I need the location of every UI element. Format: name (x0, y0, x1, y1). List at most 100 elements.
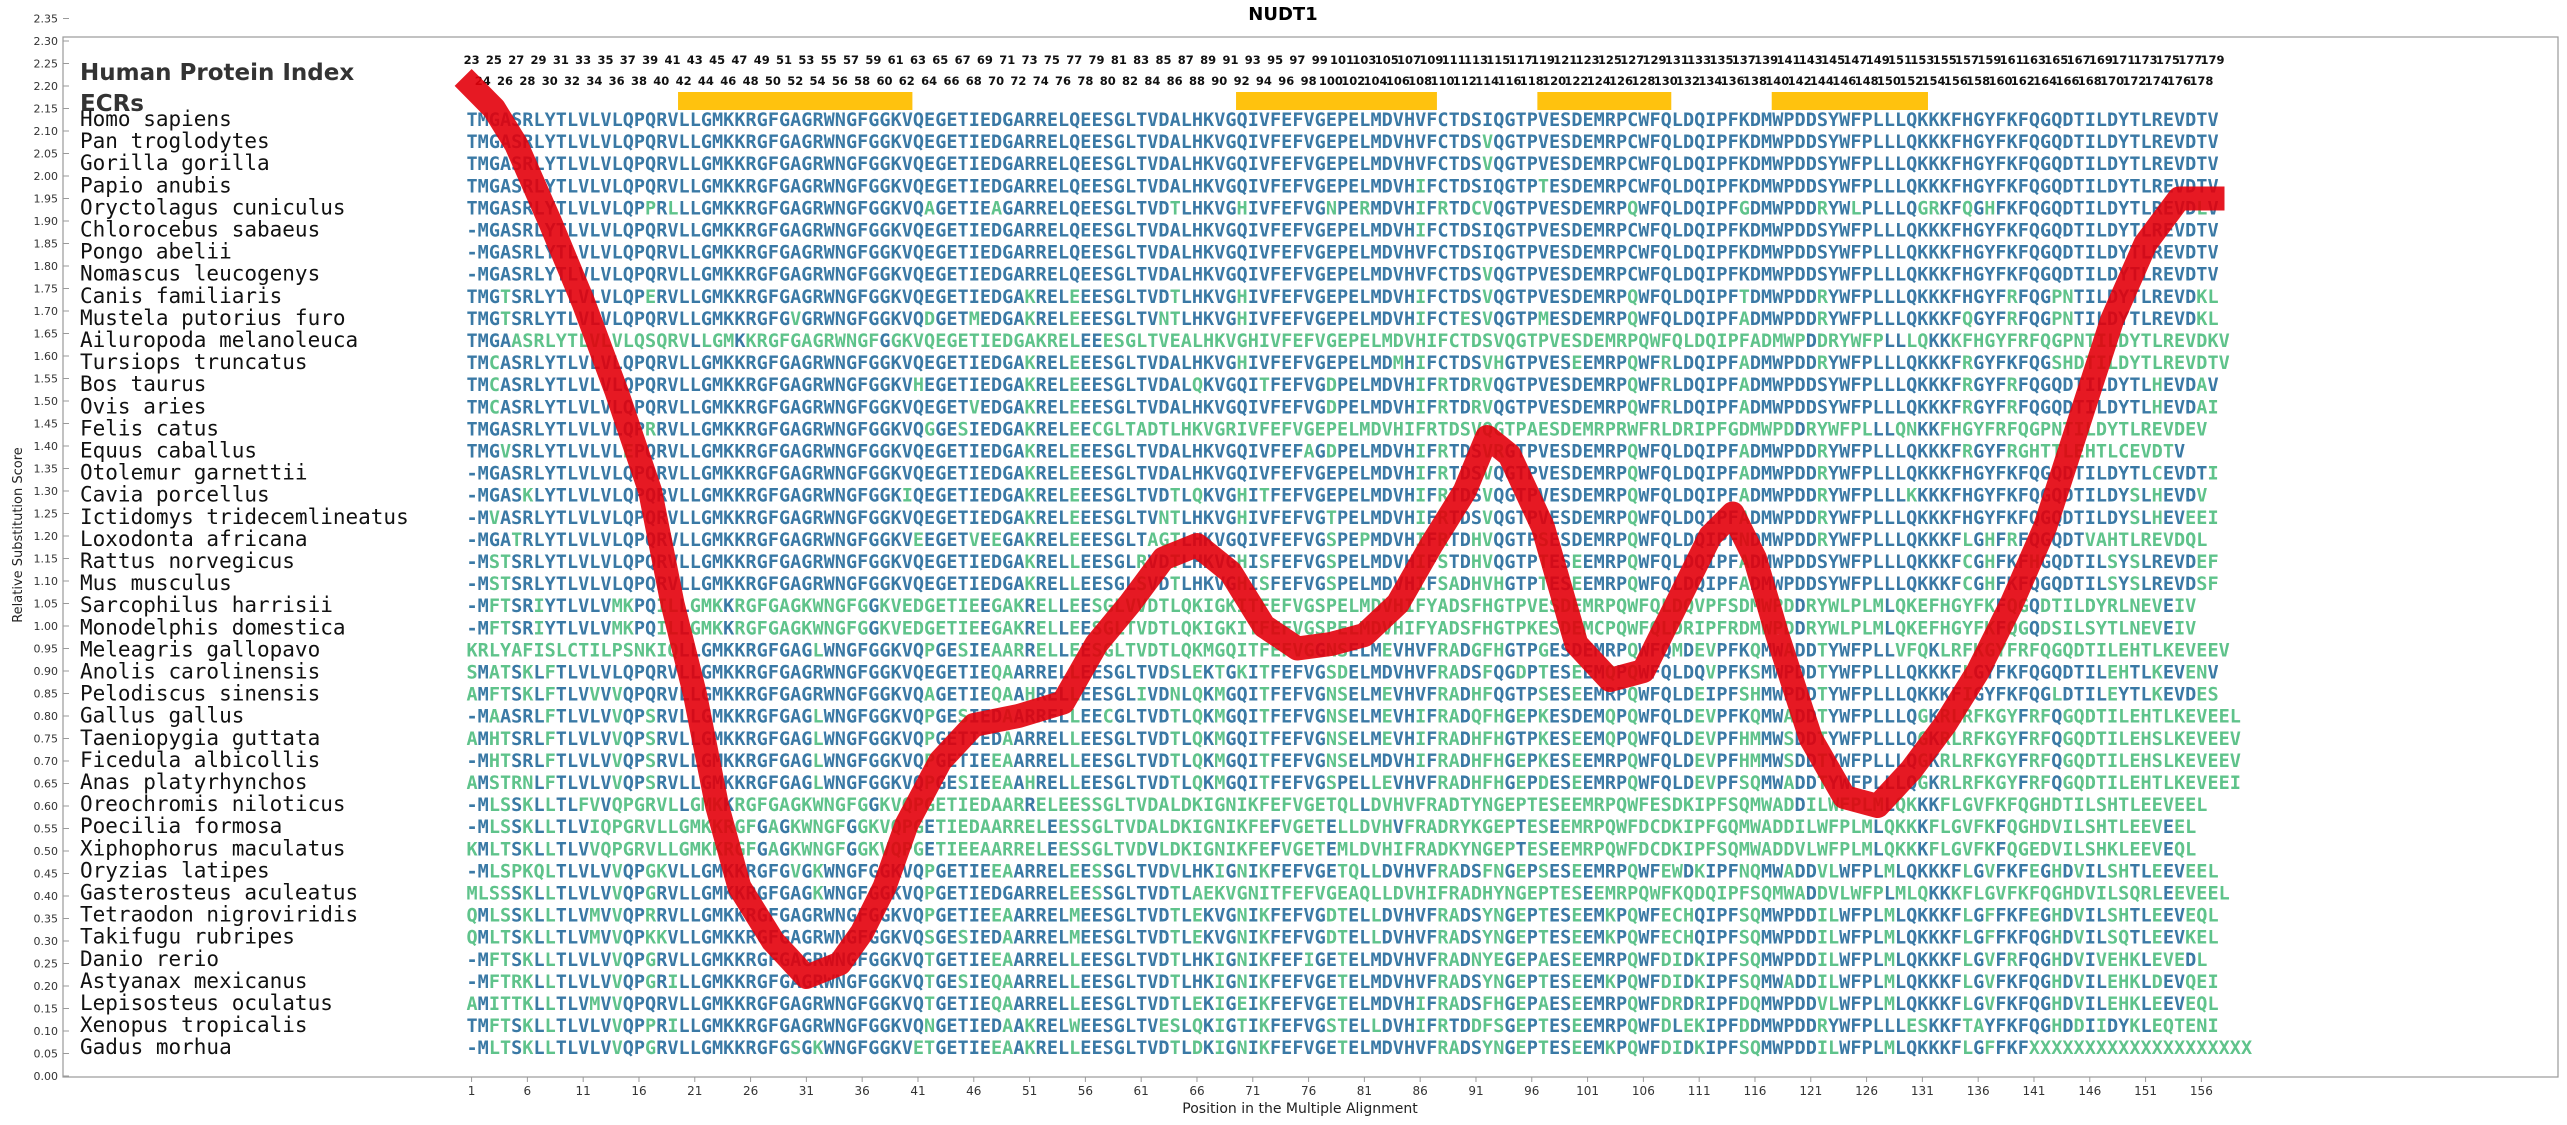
residue: L (1359, 729, 1370, 750)
residue: E (1091, 198, 1102, 219)
residue: W (824, 176, 836, 197)
residue: E (1047, 751, 1058, 772)
residue: R (812, 176, 824, 197)
residue: M (1761, 154, 1772, 175)
residue: I (969, 552, 980, 573)
residue: K (2007, 176, 2019, 197)
residue: L (1672, 198, 1683, 219)
human-index-number: 133 (1687, 53, 1711, 67)
human-index-number: 86 (1167, 74, 1183, 88)
residue: Q (1661, 486, 1672, 507)
residue: G (1225, 486, 1236, 507)
residue: G (757, 707, 768, 728)
residue: S (1728, 596, 1739, 617)
residue: F (1728, 464, 1739, 485)
residue: T (467, 353, 478, 374)
residue: E (1080, 486, 1091, 507)
residue: F (857, 287, 868, 308)
residue: T (556, 574, 567, 595)
residue: M (1370, 508, 1381, 529)
residue: E (946, 419, 957, 440)
residue: G (1114, 110, 1125, 131)
residue: T (1136, 486, 1147, 507)
residue: G (1973, 132, 1984, 153)
human-index-number: 77 (1066, 53, 1082, 67)
aligned-sequence: TMCASRLYTLVLVLQPQRVLLGMKKRGFGAGRWNGFGGKV… (467, 353, 2230, 374)
residue: E (946, 287, 957, 308)
residue: N (835, 110, 846, 131)
residue: M (1594, 397, 1605, 418)
residue: E (1091, 508, 1102, 529)
residue: F (2018, 287, 2029, 308)
residue: E (2129, 729, 2140, 750)
residue: R (1036, 154, 1048, 175)
residue: G (924, 596, 935, 617)
residue: Y (1984, 221, 1996, 242)
y-tick-label: 1.50 (34, 395, 59, 408)
residue: E (924, 397, 935, 418)
residue: P (924, 729, 935, 750)
residue: L (1136, 331, 1147, 352)
residue: E (980, 685, 991, 706)
residue: I (1248, 486, 1259, 507)
human-index-number: 115 (1486, 53, 1510, 67)
residue: F (1292, 375, 1303, 396)
residue: S (1817, 552, 1828, 573)
residue: Q (1906, 132, 1917, 153)
residue: W (824, 198, 836, 219)
residue: K (1928, 132, 1940, 153)
residue: K (1917, 243, 1929, 264)
residue: A (1170, 397, 1181, 418)
residue: P (1337, 574, 1348, 595)
residue: Q (1906, 574, 1917, 595)
residue: Q (2051, 707, 2062, 728)
residue: L (1884, 574, 1895, 595)
residue: L (1125, 729, 1136, 750)
residue: T (467, 397, 478, 418)
residue: G (779, 397, 790, 418)
residue: T (556, 685, 567, 706)
residue: I (969, 486, 980, 507)
residue: L (690, 132, 701, 153)
residue: H (1192, 243, 1203, 264)
residue: P (1616, 375, 1627, 396)
residue: Y (1984, 132, 1996, 153)
residue: G (757, 132, 768, 153)
residue: G (868, 508, 879, 529)
residue: E (946, 464, 957, 485)
residue: K (1917, 221, 1929, 242)
aligned-sequence: -MSTSRLYTLVLVLQPQRVLLGMKKRGFGAGRWNGFGGKV… (467, 574, 2219, 595)
residue: D (1326, 397, 1337, 418)
species-name: Pan troglodytes (80, 129, 270, 153)
residue: G (924, 618, 935, 639)
residue: S (2129, 552, 2140, 573)
y-tick-label: 1.65 (34, 328, 59, 341)
residue: T (1449, 552, 1460, 573)
residue: L (1884, 331, 1895, 352)
residue: E (1348, 397, 1359, 418)
residue: L (1873, 176, 1884, 197)
residue: G (1973, 265, 1984, 286)
residue: G (868, 265, 879, 286)
residue: L (2230, 707, 2241, 728)
residue: D (2062, 574, 2073, 595)
residue: E (1348, 243, 1359, 264)
residue: G (1114, 176, 1125, 197)
residue: R (1962, 353, 1974, 374)
residue: V (600, 530, 611, 551)
residue: F (1850, 442, 1861, 463)
residue: Q (1493, 375, 1504, 396)
residue: E (946, 685, 957, 706)
residue: P (1616, 198, 1627, 219)
residue: E (1281, 685, 1292, 706)
human-index-number: 148 (1855, 74, 1879, 88)
residue: F (768, 132, 779, 153)
residue: D (2062, 375, 2073, 396)
residue: F (1649, 176, 1660, 197)
residue: M (478, 464, 489, 485)
residue: V (600, 751, 611, 772)
residue: Q (623, 375, 634, 396)
human-index-number: 85 (1155, 53, 1171, 67)
residue: H (1404, 243, 1415, 264)
plot-frame (62, 36, 2559, 1078)
